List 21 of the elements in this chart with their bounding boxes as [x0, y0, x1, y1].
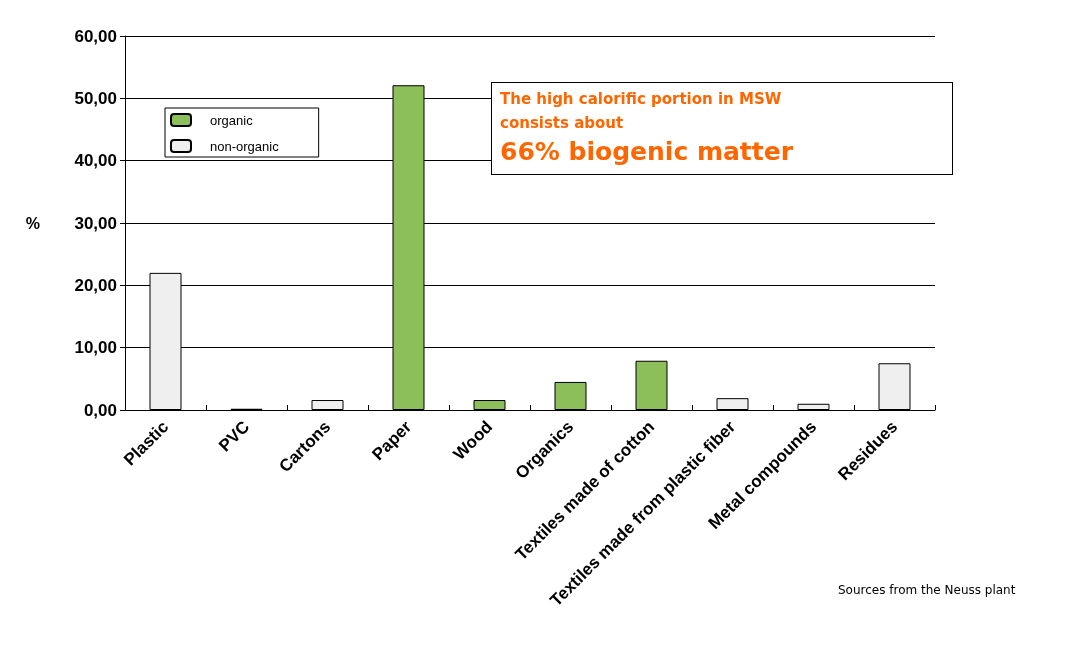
y-tick-label: 20,00	[74, 275, 117, 295]
bar	[311, 400, 344, 410]
legend-label: non-organic	[210, 138, 280, 154]
annotation: The high calorific portion in MSW consists about	[500, 89, 783, 134]
y-tick-label: 50,00	[74, 88, 117, 108]
legend-label: organic	[210, 112, 254, 128]
y-tick-label: 30,00	[74, 213, 117, 233]
y-tick-label: 40,00	[74, 151, 117, 171]
y-tick-label: 0,00	[83, 400, 117, 420]
annotation: 66% biogenic matter	[500, 136, 795, 168]
bar	[554, 381, 587, 410]
bar	[635, 360, 668, 410]
source-note: Sources from the Neuss plant	[838, 583, 1016, 597]
bar	[716, 398, 749, 410]
bar	[473, 400, 506, 410]
bar	[878, 363, 911, 410]
bar	[797, 403, 830, 410]
y-axis-title: %	[25, 214, 40, 232]
text-box: The high calorific portion in MSW consists about 66% biogenic matter	[491, 82, 953, 175]
y-tick-label: 60,00	[74, 26, 117, 46]
y-tick-label: 10,00	[74, 338, 117, 358]
